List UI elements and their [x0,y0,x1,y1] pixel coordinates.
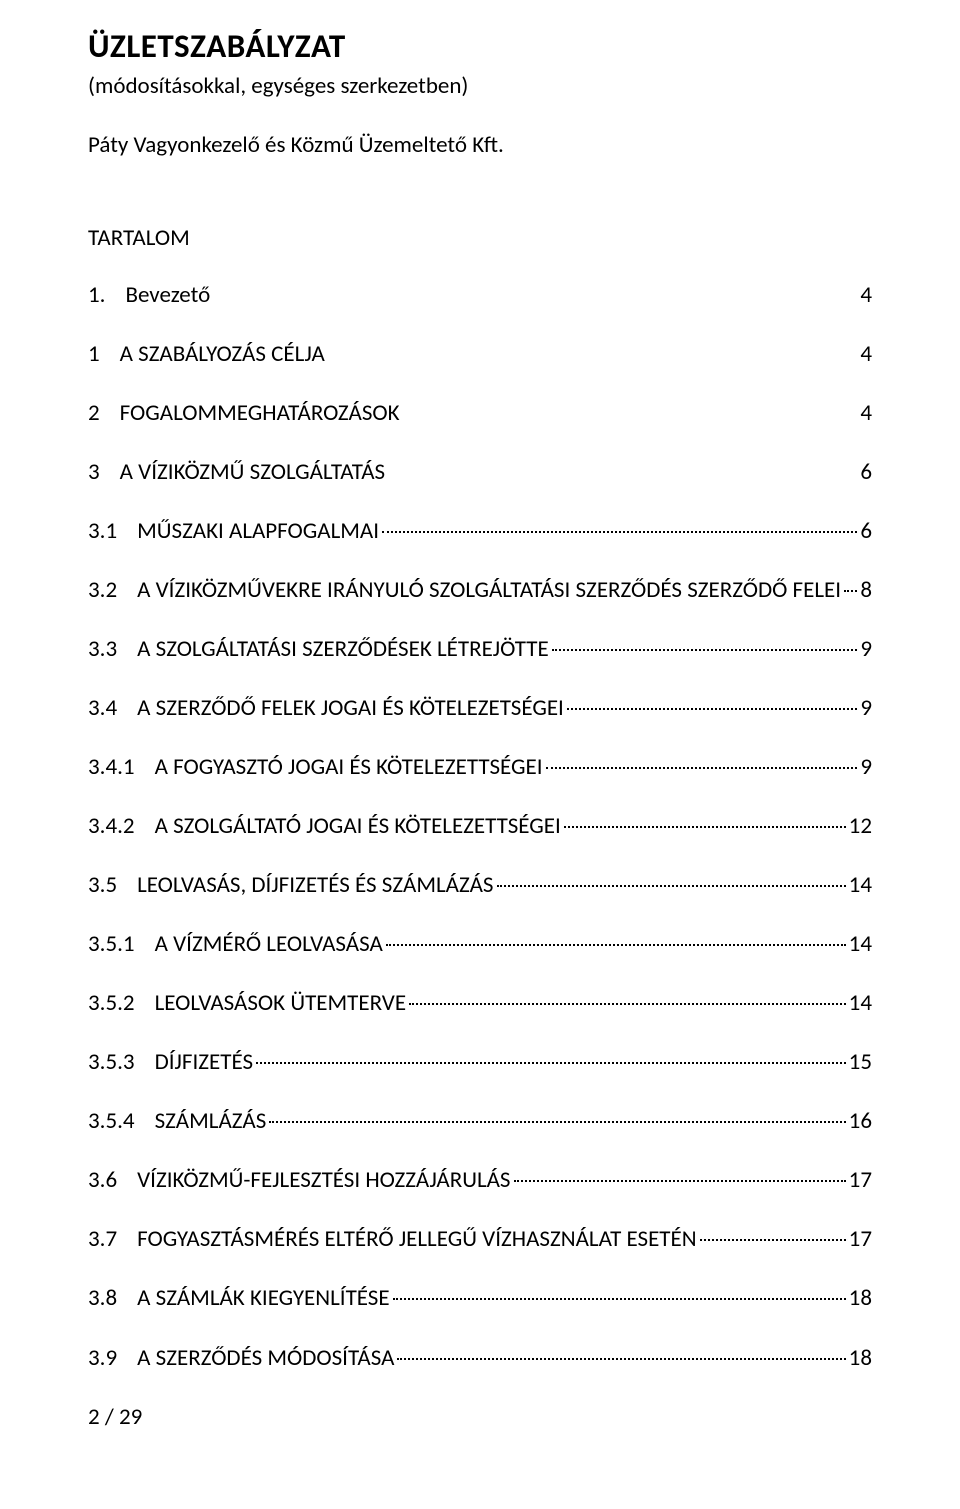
toc-number: 2 [88,398,100,429]
toc-number: 3.5.2 [88,988,135,1019]
toc-title: A SZOLGÁLTATÓ JOGAI ÉS KÖTELEZETTSÉGEI [135,811,561,842]
toc-row: 3.5.1A VÍZMÉRŐ LEOLVASÁSA 14 [88,929,872,960]
toc-page: 18 [849,1343,872,1374]
toc-row: 3.3A SZOLGÁLTATÁSI SZERZŐDÉSEK LÉTREJÖTT… [88,634,872,665]
toc-number: 3.4 [88,693,117,724]
toc-number: 1 [88,339,100,370]
toc-row: 3.8A SZÁMLÁK KIEGYENLÍTÉSE 18 [88,1283,872,1314]
toc-title: VÍZIKÖZMŰ-FEJLESZTÉSI HOZZÁJÁRULÁS [117,1165,510,1196]
toc-leader-dots [386,944,846,946]
toc-leader-dots [552,649,858,651]
toc-page: 8 [860,575,872,606]
toc-page: 14 [849,988,872,1019]
toc-title: A SZERZŐDÉS MÓDOSÍTÁSA [117,1343,394,1374]
toc-page: 14 [849,870,872,901]
toc-page: 9 [860,634,872,665]
contents-heading: TARTALOM [88,223,872,254]
toc-title: A VÍZMÉRŐ LEOLVASÁSA [135,929,383,960]
toc-page: 15 [849,1047,872,1078]
toc-page: 12 [849,811,872,842]
toc-leader-dots [564,826,846,828]
toc-row: 3.5.3DÍJFIZETÉS 15 [88,1047,872,1078]
toc-title: A VÍZIKÖZMŰVEKRE IRÁNYULÓ SZOLGÁLTATÁSI … [117,575,841,606]
toc-title: FOGYASZTÁSMÉRÉS ELTÉRŐ JELLEGŰ VÍZHASZNÁ… [117,1224,696,1255]
toc-title: A SZÁMLÁK KIEGYENLÍTÉSE [117,1283,389,1314]
toc-page: 6 [860,516,872,547]
toc-leader-dots [700,1239,846,1241]
subtitle: (módosításokkal, egységes szerkezetben) [88,71,872,102]
toc-page: 4 [860,339,872,370]
toc-page: 4 [860,398,872,429]
toc-page: 17 [849,1165,872,1196]
company-name: Páty Vagyonkezelő és Közmű Üzemeltető Kf… [88,130,872,161]
toc-title: SZÁMLÁZÁS [135,1106,267,1137]
toc-leader-dots [382,531,857,533]
toc-leader-dots [269,1121,845,1123]
toc-number: 3.8 [88,1283,117,1314]
toc-title: A SZOLGÁLTATÁSI SZERZŐDÉSEK LÉTREJÖTTE [117,634,549,665]
toc-number: 3.5.3 [88,1047,135,1078]
toc-page: 4 [860,280,872,311]
toc-number: 3.9 [88,1343,117,1374]
toc-title: A FOGYASZTÓ JOGAI ÉS KÖTELEZETTSÉGEI [135,752,543,783]
main-title: ÜZLETSZABÁLYZAT [88,24,872,69]
toc-title: FOGALOMMEGHATÁROZÁSOK [100,398,490,429]
toc-page: 6 [860,457,872,488]
toc-row: 1.Bevezető 4 [88,280,872,311]
toc-page: 14 [849,929,872,960]
toc-number: 3.7 [88,1224,117,1255]
toc-row: 2FOGALOMMEGHATÁROZÁSOK 4 [88,398,872,429]
toc-row: 3.6VÍZIKÖZMŰ-FEJLESZTÉSI HOZZÁJÁRULÁS 17 [88,1165,872,1196]
toc-title: A VÍZIKÖZMŰ SZOLGÁLTATÁS [100,457,490,488]
toc-row: 3.9A SZERZŐDÉS MÓDOSÍTÁSA 18 [88,1343,872,1374]
toc-number: 3.6 [88,1165,117,1196]
toc-number: 3.1 [88,516,117,547]
toc-page: 18 [849,1283,872,1314]
toc-row: 3.7FOGYASZTÁSMÉRÉS ELTÉRŐ JELLEGŰ VÍZHAS… [88,1224,872,1255]
toc-title: Bevezető [105,280,492,311]
toc-page: 16 [849,1106,872,1137]
toc-leader-dots [397,1358,845,1360]
toc-number: 3.5.4 [88,1106,135,1137]
toc-number: 3 [88,457,100,488]
toc-leader-dots [256,1062,846,1064]
toc-page: 9 [860,752,872,783]
toc-row: 3.1MŰSZAKI ALAPFOGALMAI 6 [88,516,872,547]
toc-row: 1A SZABÁLYOZÁS CÉLJA 4 [88,339,872,370]
toc-page: 9 [860,693,872,724]
toc-number: 3.4.2 [88,811,135,842]
toc-title: LEOLVASÁS, DÍJFIZETÉS ÉS SZÁMLÁZÁS [117,870,493,901]
toc-title: MŰSZAKI ALAPFOGALMAI [117,516,379,547]
toc-row: 3.4.2A SZOLGÁLTATÓ JOGAI ÉS KÖTELEZETTSÉ… [88,811,872,842]
toc-row: 3.2A VÍZIKÖZMŰVEKRE IRÁNYULÓ SZOLGÁLTATÁ… [88,575,872,606]
toc-row: 3A VÍZIKÖZMŰ SZOLGÁLTATÁS 6 [88,457,872,488]
toc-number: 3.3 [88,634,117,665]
toc-title: A SZERZŐDŐ FELEK JOGAI ÉS KÖTELEZETSÉGEI [117,693,564,724]
toc-leader-dots [409,1003,846,1005]
page-footer: 2 / 29 [88,1402,872,1433]
toc-number: 3.5.1 [88,929,135,960]
toc-leader-dots [567,708,857,710]
toc-row: 3.4.1A FOGYASZTÓ JOGAI ÉS KÖTELEZETTSÉGE… [88,752,872,783]
toc-leader-dots [393,1298,846,1300]
toc-leader-dots [497,885,846,887]
toc-row: 3.5LEOLVASÁS, DÍJFIZETÉS ÉS SZÁMLÁZÁS 14 [88,870,872,901]
toc-title: LEOLVASÁSOK ÜTEMTERVE [135,988,406,1019]
toc-page: 17 [849,1224,872,1255]
toc-title: DÍJFIZETÉS [135,1047,253,1078]
toc-leader-dots [514,1180,846,1182]
toc-number: 3.2 [88,575,117,606]
toc-title: A SZABÁLYOZÁS CÉLJA [100,339,490,370]
toc-leader-dots [546,767,858,769]
toc-row: 3.5.4SZÁMLÁZÁS 16 [88,1106,872,1137]
toc-leader-dots [844,590,857,592]
toc-row: 3.4A SZERZŐDŐ FELEK JOGAI ÉS KÖTELEZETSÉ… [88,693,872,724]
toc-number: 3.4.1 [88,752,135,783]
table-of-contents: 1.Bevezető41A SZABÁLYOZÁS CÉLJA42FOGALOM… [88,280,872,1374]
toc-number: 1. [88,280,105,311]
toc-number: 3.5 [88,870,117,901]
toc-row: 3.5.2LEOLVASÁSOK ÜTEMTERVE 14 [88,988,872,1019]
